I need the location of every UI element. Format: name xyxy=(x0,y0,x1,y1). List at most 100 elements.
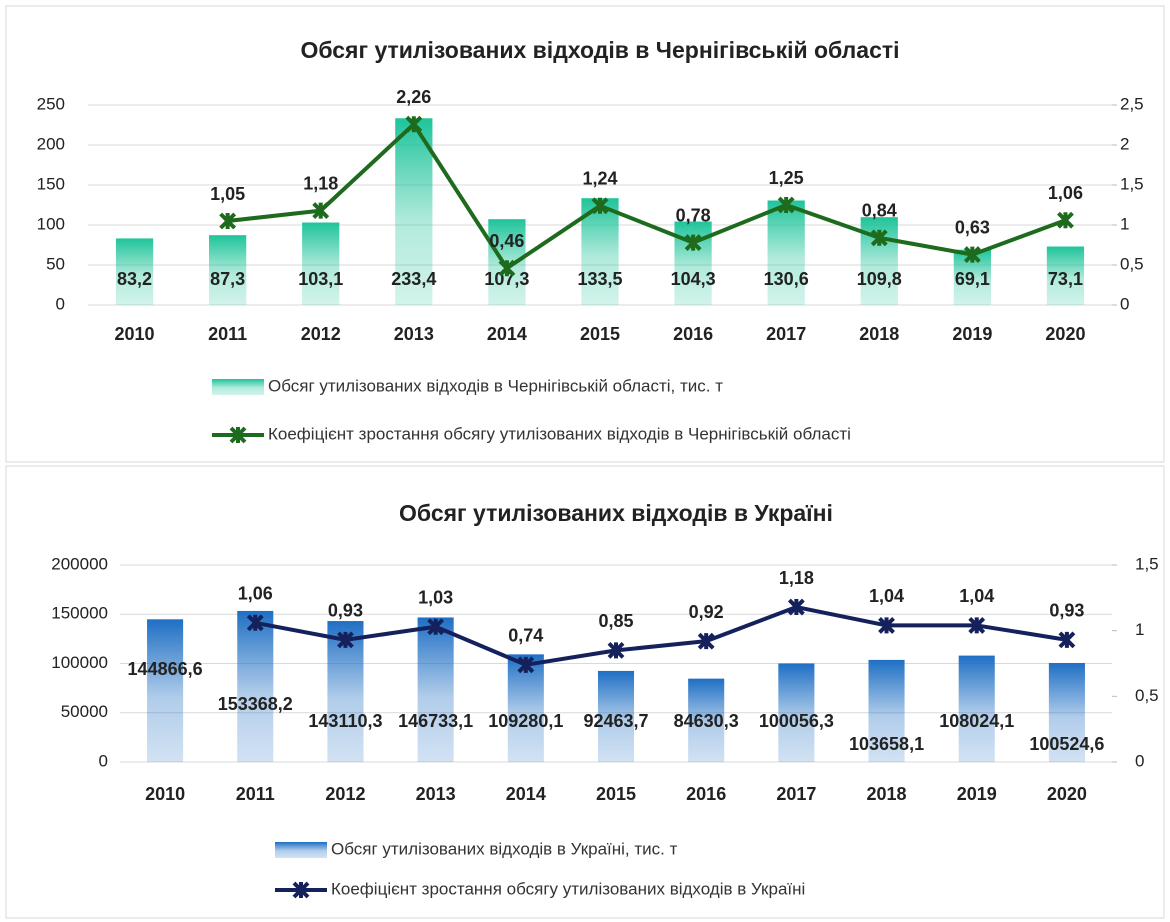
x-tick-label: 2019 xyxy=(957,784,997,804)
line-value-label: 1,25 xyxy=(769,168,804,188)
marker xyxy=(968,616,986,634)
marker xyxy=(607,641,625,659)
marker xyxy=(697,632,715,650)
y-tick-label: 0 xyxy=(99,751,108,770)
line-value-label: 0,85 xyxy=(598,611,633,631)
y-tick-label: 50 xyxy=(46,254,65,273)
x-tick-label: 2015 xyxy=(580,324,620,344)
line-value-label: 0,78 xyxy=(676,205,711,225)
line-value-label: 0,63 xyxy=(955,217,990,237)
marker xyxy=(963,246,981,264)
chart-title: Обсяг утилізованих відходів в Україні xyxy=(399,500,833,526)
y2-tick-label: 0 xyxy=(1120,294,1129,313)
marker xyxy=(292,881,310,899)
line-value-label: 1,04 xyxy=(959,586,994,606)
y-tick-label: 150 xyxy=(37,174,65,193)
x-tick-label: 2017 xyxy=(776,784,816,804)
marker xyxy=(405,115,423,133)
marker xyxy=(427,618,445,636)
line-value-label: 1,04 xyxy=(869,586,904,606)
line-value-label: 0,74 xyxy=(508,626,543,646)
y-tick-label: 50000 xyxy=(61,702,108,721)
bar xyxy=(1048,662,1085,762)
bar xyxy=(868,659,905,762)
bar-value-label: 130,6 xyxy=(764,269,809,289)
bar-value-label: 233,4 xyxy=(391,269,436,289)
marker xyxy=(870,229,888,247)
y-tick-label: 100 xyxy=(37,214,65,233)
marker xyxy=(219,212,237,230)
y2-tick-label: 1,5 xyxy=(1120,174,1144,193)
bar-value-label: 153368,2 xyxy=(218,694,293,714)
chart-title: Обсяг утилізованих відходів в Чернігівсь… xyxy=(300,37,899,63)
bar-value-label: 92463,7 xyxy=(583,711,648,731)
frame xyxy=(5,5,1165,463)
x-tick-label: 2018 xyxy=(867,784,907,804)
line xyxy=(254,605,1068,667)
marker xyxy=(787,598,805,616)
x-tick-label: 2014 xyxy=(506,784,546,804)
y2-tick-label: 2,5 xyxy=(1120,94,1144,113)
x-tick-label: 2013 xyxy=(394,324,434,344)
bar xyxy=(147,619,184,762)
line-value-label: 0,93 xyxy=(328,601,363,621)
y-tick-label: 200000 xyxy=(51,554,108,573)
line-value-label: 1,18 xyxy=(303,173,338,193)
y-tick-label: 250 xyxy=(37,94,65,113)
marker xyxy=(337,631,354,649)
bar-value-label: 143110,3 xyxy=(308,711,382,731)
bar-value-label: 108024,1 xyxy=(939,711,1014,731)
bar xyxy=(1046,246,1085,305)
marker xyxy=(591,197,609,215)
bar-value-label: 100056,3 xyxy=(759,711,834,731)
marker xyxy=(312,202,330,220)
x-tick-label: 2019 xyxy=(952,324,992,344)
bar xyxy=(115,238,154,305)
x-tick-label: 2012 xyxy=(301,324,341,344)
y2-tick-label: 0,5 xyxy=(1135,686,1159,705)
bar xyxy=(395,118,433,305)
marker xyxy=(246,614,264,632)
bar xyxy=(958,655,995,762)
y-tick-label: 150000 xyxy=(51,604,108,623)
marker xyxy=(229,426,247,444)
y-tick-label: 200 xyxy=(37,134,65,153)
x-tick-label: 2014 xyxy=(487,324,527,344)
bar xyxy=(778,663,815,762)
bar xyxy=(688,678,725,762)
x-tick-label: 2020 xyxy=(1047,784,1087,804)
line-value-label: 1,06 xyxy=(238,584,273,604)
bar-value-label: 146733,1 xyxy=(398,711,473,731)
bar xyxy=(767,200,805,305)
frame xyxy=(5,465,1165,919)
y-tick-label: 100000 xyxy=(51,653,108,672)
y2-tick-label: 1 xyxy=(1120,214,1129,233)
bar-value-label: 84630,3 xyxy=(674,711,739,731)
y2-tick-label: 0,5 xyxy=(1120,254,1144,273)
line-value-label: 0,84 xyxy=(862,201,897,221)
line xyxy=(227,122,1067,271)
bar-value-label: 87,3 xyxy=(210,269,245,289)
bar-value-label: 107,3 xyxy=(484,269,529,289)
bar-value-label: 100524,6 xyxy=(1029,734,1104,754)
bar-value-label: 104,3 xyxy=(671,269,716,289)
bar xyxy=(674,221,712,305)
y2-tick-label: 0 xyxy=(1135,751,1144,770)
x-tick-label: 2010 xyxy=(145,784,185,804)
x-tick-label: 2013 xyxy=(416,784,456,804)
bar-value-label: 83,2 xyxy=(117,269,152,289)
bar xyxy=(597,670,635,762)
marker xyxy=(498,259,516,277)
x-tick-label: 2016 xyxy=(686,784,726,804)
y2-tick-label: 1 xyxy=(1135,620,1144,639)
line-value-label: 1,24 xyxy=(582,169,617,189)
line-value-label: 0,92 xyxy=(689,602,724,622)
x-tick-label: 2010 xyxy=(115,324,155,344)
bar xyxy=(302,222,340,305)
legend-label: Обсяг утилізованих відходів в Чернігівсь… xyxy=(268,376,723,395)
bar-value-label: 103658,1 xyxy=(849,734,924,754)
bar-value-label: 73,1 xyxy=(1048,269,1083,289)
line-value-label: 1,06 xyxy=(1048,183,1083,203)
x-tick-label: 2020 xyxy=(1045,324,1085,344)
